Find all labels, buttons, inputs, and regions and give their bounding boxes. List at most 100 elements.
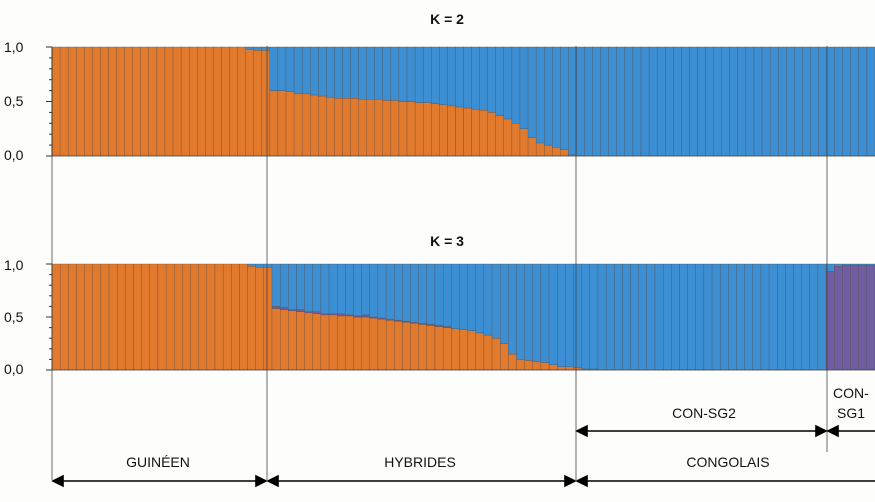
bar-cluster2 bbox=[398, 46, 408, 102]
bar-cluster2 bbox=[312, 263, 322, 312]
bar-cluster2 bbox=[713, 46, 722, 157]
bar-cluster2 bbox=[858, 263, 868, 266]
bar-cluster2 bbox=[665, 46, 674, 157]
arrow-head bbox=[266, 474, 279, 488]
bar-cluster1 bbox=[124, 46, 133, 157]
bar-cluster1 bbox=[565, 366, 574, 371]
bar-cluster2 bbox=[720, 263, 729, 371]
y-tick-label: 1,0 bbox=[4, 39, 24, 55]
bar-cluster2 bbox=[786, 46, 795, 157]
bar-cluster1 bbox=[76, 46, 85, 157]
bar-cluster1 bbox=[535, 142, 545, 157]
bar-cluster2 bbox=[850, 46, 860, 157]
bar-cluster2 bbox=[729, 46, 739, 157]
bar-cluster2 bbox=[736, 263, 745, 371]
bar-cluster2 bbox=[279, 263, 289, 308]
bar-cluster2 bbox=[630, 263, 639, 371]
group-label-con-sg1: CON- bbox=[833, 385, 869, 401]
bar-cluster3 bbox=[834, 265, 843, 371]
bar-cluster2 bbox=[834, 263, 843, 267]
y-tick-label: 0,0 bbox=[4, 147, 24, 163]
bar-cluster1 bbox=[320, 314, 330, 371]
bar-cluster1 bbox=[418, 324, 428, 371]
bar-cluster2 bbox=[304, 263, 313, 312]
bar-cluster1 bbox=[361, 316, 371, 371]
bar-cluster2 bbox=[337, 263, 346, 314]
bar-cluster1 bbox=[495, 115, 505, 157]
bar-cluster1 bbox=[222, 263, 232, 371]
bar-cluster2 bbox=[705, 46, 714, 157]
bar-cluster1 bbox=[156, 46, 166, 157]
bar-cluster1 bbox=[68, 263, 77, 371]
bar-cluster2 bbox=[253, 46, 263, 51]
bar-cluster1 bbox=[439, 104, 448, 157]
bar-cluster2 bbox=[293, 46, 303, 95]
bar-cluster1 bbox=[214, 263, 224, 371]
bar-cluster1 bbox=[231, 263, 240, 371]
bar-cluster1 bbox=[221, 46, 230, 157]
bar-cluster1 bbox=[59, 46, 69, 157]
bar-cluster2 bbox=[673, 46, 682, 157]
bar-cluster2 bbox=[552, 46, 561, 148]
bar-cluster1 bbox=[557, 366, 566, 371]
bar-cluster2 bbox=[632, 46, 642, 157]
bar-cluster1 bbox=[149, 263, 159, 371]
group-label-hybrides: HYBRIDES bbox=[384, 454, 456, 470]
bar-cluster2 bbox=[687, 263, 696, 371]
bar-cluster1 bbox=[269, 90, 279, 157]
bar-cluster2 bbox=[532, 263, 542, 362]
bar-cluster2 bbox=[565, 263, 574, 367]
bar-cluster1 bbox=[310, 94, 319, 157]
bar-cluster2 bbox=[662, 263, 672, 371]
bar-cluster3 bbox=[842, 264, 851, 371]
bar-cluster2 bbox=[483, 263, 493, 336]
bar-cluster1 bbox=[544, 144, 553, 157]
bar-cluster2 bbox=[656, 46, 666, 157]
bar-cluster1 bbox=[334, 98, 343, 157]
bar-cluster2 bbox=[745, 46, 755, 157]
bar-cluster1 bbox=[197, 46, 206, 157]
bar-cluster1 bbox=[247, 265, 256, 371]
bar-cluster2 bbox=[760, 263, 770, 371]
bar-cluster1 bbox=[414, 102, 424, 157]
bar-cluster1 bbox=[301, 93, 311, 157]
bar-cluster1 bbox=[471, 108, 480, 157]
bar-cluster2 bbox=[508, 263, 517, 355]
bar-cluster1 bbox=[92, 263, 102, 371]
bar-cluster2 bbox=[277, 46, 287, 91]
bar-cluster2 bbox=[451, 263, 460, 329]
bar-cluster2 bbox=[310, 46, 319, 96]
arrow-head bbox=[564, 474, 577, 488]
bar-cluster2 bbox=[328, 263, 338, 314]
bar-cluster3 bbox=[866, 264, 875, 371]
bar-cluster1 bbox=[483, 334, 493, 371]
bar-cluster2 bbox=[269, 46, 279, 91]
bar-cluster1 bbox=[190, 263, 199, 371]
bar-cluster2 bbox=[600, 46, 609, 157]
bar-cluster1 bbox=[560, 149, 569, 157]
bar-cluster1 bbox=[398, 101, 408, 157]
panel-k3-bars bbox=[51, 263, 875, 371]
bar-cluster2 bbox=[535, 46, 545, 144]
bar-cluster2 bbox=[301, 46, 311, 95]
bar-cluster2 bbox=[320, 263, 330, 314]
bar-cluster1 bbox=[92, 46, 101, 157]
bar-cluster2 bbox=[842, 263, 851, 266]
bar-cluster2 bbox=[390, 46, 400, 101]
bar-cluster1 bbox=[382, 100, 392, 157]
bar-cluster1 bbox=[59, 263, 69, 371]
bar-cluster2 bbox=[592, 46, 601, 157]
group-label-con-sg1: SG1 bbox=[837, 405, 865, 421]
bar-cluster3 bbox=[858, 264, 868, 371]
bar-cluster2 bbox=[560, 46, 569, 150]
bar-cluster1 bbox=[116, 46, 125, 157]
bar-cluster2 bbox=[382, 46, 392, 101]
bar-cluster1 bbox=[76, 263, 85, 371]
bar-cluster1 bbox=[353, 316, 362, 371]
bar-cluster1 bbox=[434, 326, 444, 371]
bar-cluster1 bbox=[174, 263, 183, 371]
bar-cluster1 bbox=[431, 103, 440, 157]
bar-cluster2 bbox=[679, 263, 688, 371]
bar-cluster1 bbox=[84, 46, 93, 157]
bar-cluster2 bbox=[503, 46, 513, 120]
